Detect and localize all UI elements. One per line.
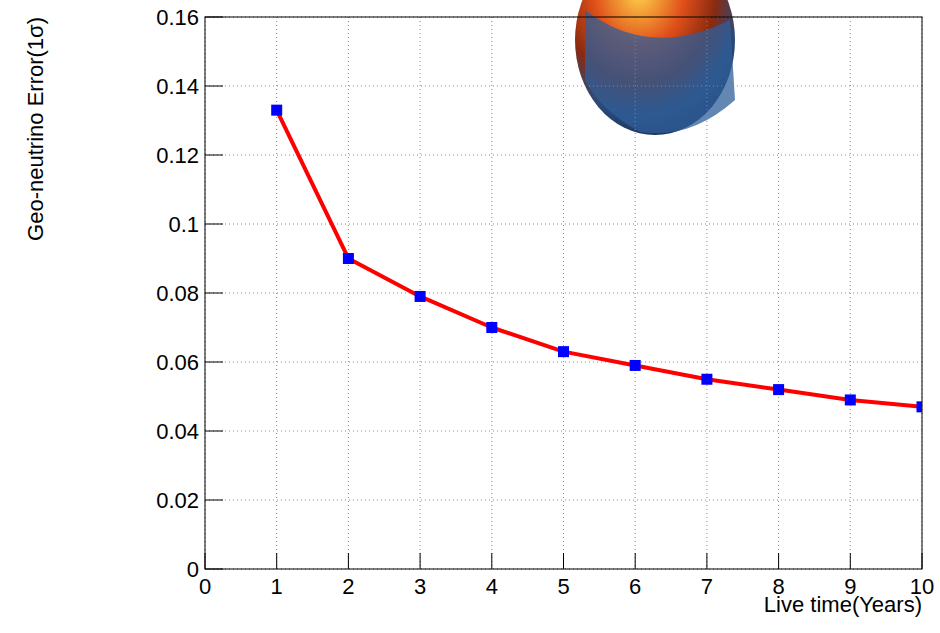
y-tick-label: 0.14 <box>156 74 199 99</box>
grid-line-y <box>205 224 922 225</box>
grid-line-x <box>563 17 564 569</box>
x-axis-title: Live time(Years) <box>764 592 922 617</box>
grid-line-y <box>205 362 922 363</box>
y-tick-label: 0.06 <box>156 350 199 375</box>
grid-line-x <box>635 17 636 569</box>
data-line <box>277 110 922 407</box>
x-tick-label: 0 <box>199 574 211 599</box>
globe-image <box>575 0 735 135</box>
y-tick <box>205 431 223 432</box>
y-tick <box>205 155 223 156</box>
data-marker <box>415 291 426 302</box>
y-tick-label: 0.12 <box>156 143 199 168</box>
data-marker <box>486 322 497 333</box>
globe-surface <box>585 10 735 133</box>
data-marker <box>845 394 856 405</box>
data-layer <box>271 105 922 413</box>
data-marker <box>343 253 354 264</box>
x-tick <box>706 553 707 569</box>
grid-line-x <box>348 17 349 569</box>
grid-line-x <box>778 17 779 569</box>
grid-line-y <box>205 431 922 432</box>
x-tick-label: 2 <box>342 574 354 599</box>
y-tick-label: 0.1 <box>168 212 199 237</box>
data-marker <box>773 384 784 395</box>
y-tick-label: 0.08 <box>156 281 199 306</box>
x-tick <box>850 553 851 569</box>
x-tick <box>778 553 779 569</box>
data-marker <box>917 401 923 412</box>
y-tick <box>205 293 223 294</box>
x-tick-label: 3 <box>414 574 426 599</box>
grid-line-y <box>205 500 922 501</box>
x-tick <box>635 553 636 569</box>
plot-frame <box>205 17 922 569</box>
x-tick-label: 1 <box>271 574 283 599</box>
x-tick <box>205 553 206 569</box>
data-marker <box>558 346 569 357</box>
y-tick <box>205 569 223 570</box>
x-tick-label: 7 <box>701 574 713 599</box>
chart: 01234567891000.020.040.060.080.10.120.14… <box>0 0 940 633</box>
x-tick <box>491 553 492 569</box>
globe <box>575 0 735 135</box>
y-tick <box>205 17 223 18</box>
y-tick <box>205 224 223 225</box>
x-tick <box>563 553 564 569</box>
y-tick-label: 0.16 <box>156 5 199 30</box>
x-tick <box>276 553 277 569</box>
y-tick-label: 0 <box>187 557 199 582</box>
grid-line-y <box>205 86 922 87</box>
grid-line-y <box>205 155 922 156</box>
data-marker <box>271 105 282 116</box>
x-tick-label: 5 <box>557 574 569 599</box>
y-tick <box>205 500 223 501</box>
y-tick-label: 0.02 <box>156 488 199 513</box>
data-marker <box>630 360 641 371</box>
x-tick <box>420 553 421 569</box>
y-tick-label: 0.04 <box>156 419 199 444</box>
y-tick <box>205 86 223 87</box>
grid-line-x <box>706 17 707 569</box>
grid-line-y <box>205 293 922 294</box>
x-tick <box>922 553 923 569</box>
y-axis-title: Geo-neutrino Error(1σ) <box>23 17 48 241</box>
x-tick-label: 6 <box>629 574 641 599</box>
x-tick <box>348 553 349 569</box>
x-tick-label: 4 <box>486 574 498 599</box>
y-tick <box>205 362 223 363</box>
grid-line-x <box>491 17 492 569</box>
data-marker <box>701 374 712 385</box>
